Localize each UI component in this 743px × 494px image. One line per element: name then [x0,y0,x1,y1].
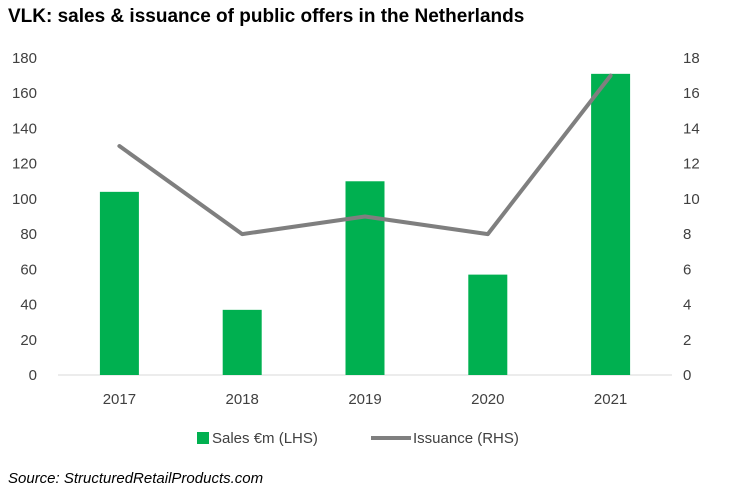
y-left-tick-label: 140 [12,120,37,137]
y-left-tick-label: 100 [12,191,37,208]
y-right-tick-label: 4 [683,297,691,314]
bar-sales-2017 [99,191,139,375]
y-left-tick-label: 160 [12,85,37,102]
y-left-tick-label: 0 [29,367,37,384]
x-tick-label: 2021 [594,391,627,408]
y-left-tick-label: 120 [12,156,37,173]
y-right-tick-label: 12 [683,156,700,173]
chart-title: VLK: sales & issuance of public offers i… [8,6,525,27]
legend-swatch-sales [197,432,209,444]
bar-sales-2020 [468,274,508,375]
y-right-tick-label: 6 [683,261,691,278]
y-left-tick-label: 20 [20,332,37,349]
x-tick-label: 2019 [348,391,381,408]
y-right-tick-label: 0 [683,367,691,384]
y-right-tick-label: 16 [683,85,700,102]
y-right-tick-label: 14 [683,120,700,137]
right-axis-ticks: 0 2 4 6 8 10 12 14 16 18 [683,50,700,384]
source-note: Source: StructuredRetailProducts.com [8,470,264,487]
y-left-tick-label: 180 [12,50,37,67]
legend: Sales €m (LHS) Issuance (RHS) [197,430,519,447]
x-tick-label: 2018 [226,391,259,408]
y-left-tick-label: 60 [20,261,37,278]
y-right-tick-label: 18 [683,50,700,67]
bar-sales-2018 [222,309,262,375]
legend-label-issuance: Issuance (RHS) [413,430,519,447]
bars [99,73,631,375]
y-right-tick-label: 8 [683,226,691,243]
x-tick-label: 2017 [103,391,136,408]
x-axis-ticks: 2017 2018 2019 2020 2021 [103,391,628,408]
y-right-tick-label: 10 [683,191,700,208]
legend-label-sales: Sales €m (LHS) [212,430,318,447]
bar-sales-2019 [345,181,385,375]
issuance-line [117,73,613,237]
x-tick-label: 2020 [471,391,504,408]
y-right-tick-label: 2 [683,332,691,349]
bar-sales-2021 [591,73,631,375]
left-axis-ticks: 0 20 40 60 80 100 120 140 160 180 [12,50,37,384]
y-left-tick-label: 80 [20,226,37,243]
y-left-tick-label: 40 [20,297,37,314]
